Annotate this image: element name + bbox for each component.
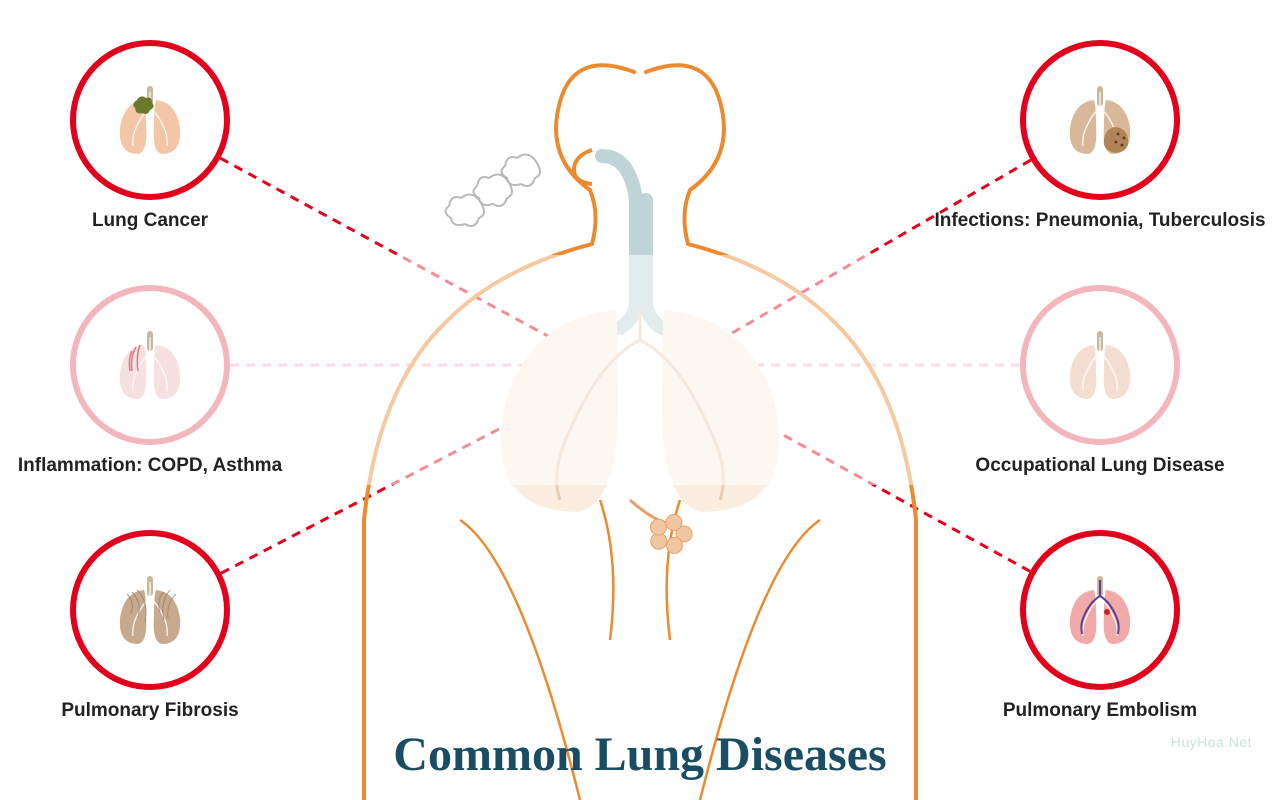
disease-label: Lung Cancer [92, 210, 208, 232]
disease-circle-icon [70, 285, 230, 445]
disease-label: Pulmonary Fibrosis [61, 700, 238, 722]
disease-circle-icon [70, 40, 230, 200]
disease-node-occupational: Occupational Lung Disease [1020, 285, 1180, 477]
disease-node-inflammation: Inflammation: COPD, Asthma [70, 285, 230, 477]
disease-node-lung-cancer: Lung Cancer [70, 40, 230, 232]
watermark-text: HuyHoa.Net [1171, 734, 1252, 750]
infographic-title: Common Lung Diseases [393, 727, 886, 782]
disease-circle-icon [1020, 530, 1180, 690]
disease-node-infections: Infections: Pneumonia, Tuberculosis [1020, 40, 1180, 232]
disease-label: Inflammation: COPD, Asthma [18, 455, 282, 477]
disease-circle-icon [1020, 40, 1180, 200]
disease-label: Infections: Pneumonia, Tuberculosis [934, 210, 1265, 232]
disease-label: Pulmonary Embolism [1003, 700, 1197, 722]
disease-label: Occupational Lung Disease [975, 455, 1224, 477]
disease-node-pulmonary-fibrosis: Pulmonary Fibrosis [70, 530, 230, 722]
disease-circle-icon [1020, 285, 1180, 445]
disease-node-pulmonary-embolism: Pulmonary Embolism [1020, 530, 1180, 722]
disease-circle-icon [70, 530, 230, 690]
